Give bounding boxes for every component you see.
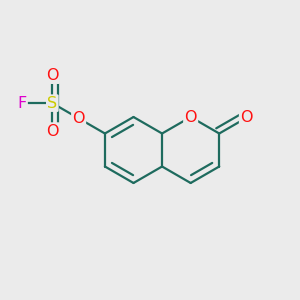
Text: S: S bbox=[47, 96, 57, 111]
Text: O: O bbox=[72, 111, 85, 126]
Text: O: O bbox=[184, 110, 197, 124]
Text: O: O bbox=[240, 110, 253, 125]
Text: F: F bbox=[17, 96, 27, 111]
Text: O: O bbox=[46, 124, 59, 139]
Text: O: O bbox=[46, 68, 59, 83]
